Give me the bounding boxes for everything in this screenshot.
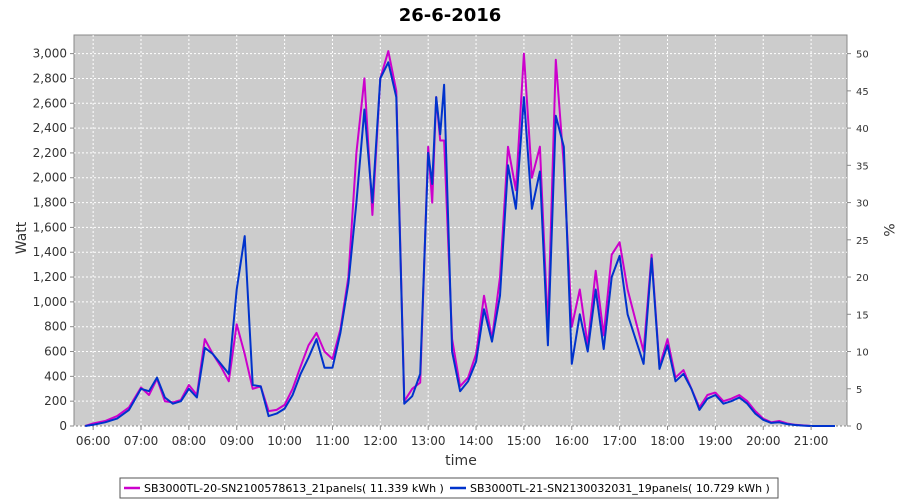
y-tick-label: 800 xyxy=(44,320,67,334)
grid-layer xyxy=(74,35,847,427)
y-tick-label: 2,600 xyxy=(33,96,67,110)
chart-title: 26-6-2016 xyxy=(399,5,502,26)
legend-label-2: SB3000TL-21-SN2130032031_19panels( 10.72… xyxy=(470,482,770,495)
y-tick-label: 600 xyxy=(44,345,67,359)
x-tick-label: 21:00 xyxy=(794,434,829,448)
x-tick-label: 15:00 xyxy=(507,434,542,448)
y2-axis-label: % xyxy=(880,223,896,236)
y-axis-label: Watt xyxy=(14,221,30,254)
y-tick-label: 2,000 xyxy=(33,171,67,185)
y-tick-label: 0 xyxy=(59,419,67,433)
y-tick-label: 1,000 xyxy=(33,295,67,309)
x-tick-label: 11:00 xyxy=(315,434,350,448)
legend-label-1: SB3000TL-20-SN2100578613_21panels( 11.33… xyxy=(144,482,444,495)
x-tick-label: 08:00 xyxy=(172,434,207,448)
legend-box xyxy=(119,477,779,499)
y2-tick-label: 35 xyxy=(856,161,869,172)
x-tick-label: 12:00 xyxy=(363,434,398,448)
x-tick-label: 20:00 xyxy=(746,434,781,448)
y-tick-label: 400 xyxy=(44,369,67,383)
x-tick-label: 07:00 xyxy=(124,434,159,448)
y2-tick-label: 45 xyxy=(856,87,869,98)
plot-area xyxy=(73,34,848,427)
y-tick-label: 1,200 xyxy=(33,270,67,284)
x-tick-label: 16:00 xyxy=(554,434,589,448)
y2-tick-label: 50 xyxy=(856,50,869,61)
y2-tick-label: 40 xyxy=(856,124,869,135)
x-tick-label: 14:00 xyxy=(459,434,494,448)
x-tick-label: 13:00 xyxy=(411,434,446,448)
x-tick-label: 09:00 xyxy=(219,434,254,448)
y2-tick-label: 20 xyxy=(856,273,869,284)
x-tick-label: 06:00 xyxy=(76,434,111,448)
series-layer xyxy=(84,50,835,427)
y2-tick-label: 30 xyxy=(856,199,869,210)
x-axis-label: time xyxy=(445,453,477,469)
x-tick-label: 19:00 xyxy=(698,434,733,448)
axes-layer: 02004006008001,0001,2001,4001,6001,8002,… xyxy=(33,47,869,448)
y-tick-label: 200 xyxy=(44,394,67,408)
legend: SB3000TL-20-SN2100578613_21panels( 11.33… xyxy=(119,477,779,499)
y2-tick-label: 0 xyxy=(856,422,862,433)
y-tick-label: 1,800 xyxy=(33,196,67,210)
x-tick-label: 18:00 xyxy=(650,434,685,448)
y2-tick-label: 5 xyxy=(856,385,862,396)
y-tick-label: 1,400 xyxy=(33,245,67,259)
x-tick-label: 10:00 xyxy=(267,434,302,448)
y-tick-label: 1,600 xyxy=(33,220,67,234)
y2-tick-label: 15 xyxy=(856,310,869,321)
y-tick-label: 3,000 xyxy=(33,47,67,61)
y-tick-label: 2,800 xyxy=(33,71,67,85)
y2-tick-label: 25 xyxy=(856,236,869,247)
series-line-2 xyxy=(85,61,835,427)
y2-tick-label: 10 xyxy=(856,348,869,359)
y-tick-label: 2,400 xyxy=(33,121,67,135)
y-tick-label: 2,200 xyxy=(33,146,67,160)
x-tick-label: 17:00 xyxy=(602,434,637,448)
